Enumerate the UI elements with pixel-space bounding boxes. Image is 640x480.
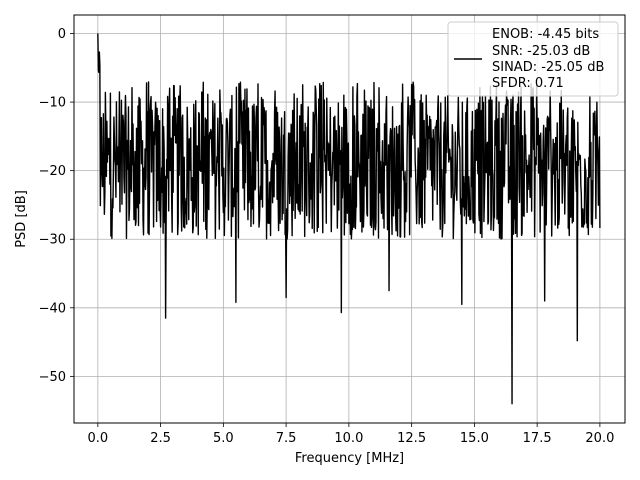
x-tick-label: 15.0	[460, 431, 489, 446]
y-axis-label: PSD [dB]	[14, 190, 29, 248]
legend-entry-sinad: SINAD: -25.05 dB	[492, 60, 604, 75]
x-tick-label: 5.0	[213, 431, 234, 446]
x-tick-label: 17.5	[523, 431, 552, 446]
y-tick-label: −10	[39, 96, 66, 111]
x-tick-label: 7.5	[276, 431, 297, 446]
x-axis: 0.0 2.5 5.0 7.5 10.0 12.5 15.0 17.5 20.0	[88, 423, 614, 446]
legend-box	[447, 21, 619, 97]
x-axis-label: Frequency [MHz]	[295, 451, 404, 466]
y-tick-label: 0	[58, 27, 66, 42]
y-tick-label: −40	[39, 301, 66, 316]
y-tick-label: −20	[39, 164, 66, 179]
y-axis: 0 −10 −20 −30 −40 −50	[39, 27, 74, 385]
y-tick-label: −30	[39, 233, 66, 248]
legend-entry-sfdr: SFDR: 0.71	[492, 76, 564, 91]
psd-series-line	[97, 33, 601, 405]
legend: ENOB: -4.45 bits SNR: -25.03 dB SINAD: -…	[447, 21, 619, 97]
x-tick-label: 12.5	[397, 431, 426, 446]
series-psd	[97, 33, 601, 405]
y-tick-label: −50	[39, 370, 66, 385]
plot-frame	[73, 14, 626, 424]
x-tick-label: 0.0	[88, 431, 109, 446]
legend-entry-enob: ENOB: -4.45 bits	[492, 27, 599, 42]
x-tick-label: 20.0	[585, 431, 614, 446]
x-tick-label: 2.5	[150, 431, 171, 446]
legend-entry-snr: SNR: -25.03 dB	[492, 44, 590, 59]
x-tick-label: 10.0	[334, 431, 363, 446]
